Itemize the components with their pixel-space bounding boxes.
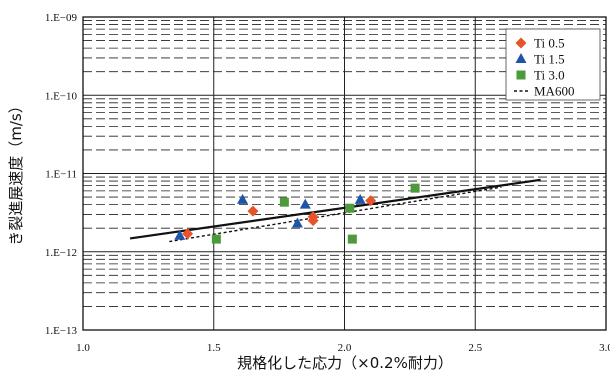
legend-label: MA600 (534, 84, 574, 99)
data-point (182, 228, 194, 240)
x-axis-label: 規格化した応力（×0.2%耐力） (237, 354, 453, 372)
data-point (237, 193, 249, 204)
data-point (365, 195, 377, 207)
data-point (291, 217, 303, 228)
x-tick-label: 2.0 (338, 342, 352, 354)
x-tick-label: 2.5 (468, 342, 482, 354)
data-point (174, 229, 186, 240)
y-tick-label: 1.E−10 (45, 90, 78, 102)
data-point (211, 234, 221, 244)
solid-trend-line (129, 178, 541, 240)
tick-labels: 1.0 1.5 2.0 2.5 3.0 1.E−13 1.E−12 1.E−11 1.E−10 1… (45, 12, 610, 354)
y-tick-label: 1.E−13 (45, 325, 78, 337)
data-point (354, 193, 366, 204)
legend-label: Ti 3.0 (534, 68, 565, 83)
x-tick-label: 1.5 (207, 342, 221, 354)
legend-marker (516, 70, 526, 80)
plot-frame (82, 16, 607, 331)
data-point (347, 234, 357, 244)
fit-lines (129, 178, 541, 243)
y-tick-label: 1.E−11 (45, 169, 77, 181)
data-point (410, 183, 420, 193)
data-point (279, 197, 289, 207)
dashed-trend-line (169, 186, 502, 243)
y-tick-label: 1.E−09 (45, 12, 78, 24)
data-point (247, 205, 259, 217)
y-tick-label: 1.E−12 (45, 247, 77, 259)
legend-label: Ti 1.5 (534, 52, 565, 67)
legend-label: Ti 0.5 (534, 36, 565, 51)
data-point (299, 198, 311, 209)
legend-marker (515, 53, 527, 63)
data-point (307, 215, 319, 227)
x-tick-label: 3.0 (599, 342, 610, 354)
data-point (345, 203, 355, 213)
legend-marker (515, 37, 527, 49)
data-points (174, 183, 420, 244)
x-tick-label: 1.0 (76, 342, 90, 354)
grid (83, 17, 606, 330)
y-axis-label: き裂進展速度（m/s） (7, 98, 25, 245)
